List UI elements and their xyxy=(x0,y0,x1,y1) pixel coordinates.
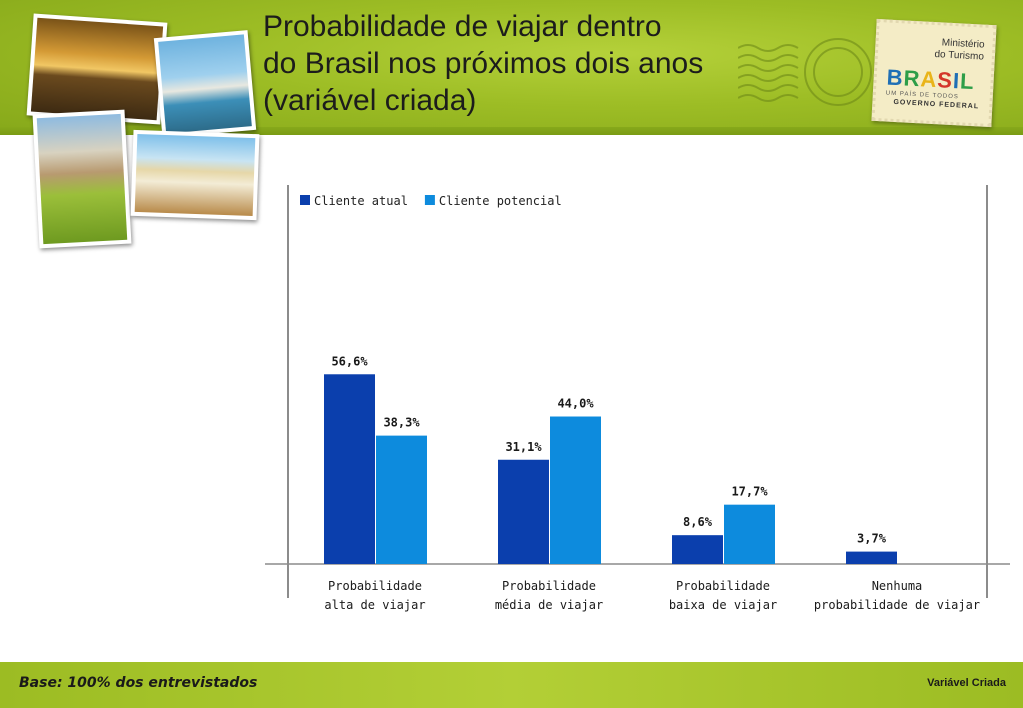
category-label: Probabilidade xyxy=(676,579,770,593)
category-label: Nenhuma xyxy=(872,579,923,593)
footer-bar: Base: 100% dos entrevistados Variável Cr… xyxy=(0,662,1023,708)
category-label: baixa de viajar xyxy=(669,598,777,612)
legend-label: Cliente potencial xyxy=(439,194,562,208)
data-label: 38,3% xyxy=(383,416,420,430)
legend-label: Cliente atual xyxy=(314,194,408,208)
legend-swatch xyxy=(300,195,310,205)
title-line: Probabilidade de viajar dentro xyxy=(263,10,662,43)
bar xyxy=(672,535,723,564)
postmark-icon xyxy=(738,38,872,106)
bar xyxy=(324,374,375,564)
data-label: 44,0% xyxy=(557,397,594,411)
base-note: Base: 100% dos entrevistados xyxy=(19,675,258,691)
title-line: do Brasil nos próximos dois anos xyxy=(263,47,704,80)
category-label: probabilidade de viajar xyxy=(814,598,980,612)
data-label: 17,7% xyxy=(731,485,768,499)
bar xyxy=(846,551,897,564)
page-title: Probabilidade de viajar dentro do Brasil… xyxy=(263,8,743,119)
legend-swatch xyxy=(424,195,435,205)
category-label: Probabilidade xyxy=(328,579,422,593)
bar xyxy=(550,416,601,564)
data-label: 8,6% xyxy=(683,515,713,529)
variable-note: Variável Criada xyxy=(927,677,1006,689)
data-label: 31,1% xyxy=(505,440,542,454)
data-label: 56,6% xyxy=(331,354,368,368)
bar xyxy=(498,459,549,564)
bar-chart: Cliente atual Cliente potencial 56,6% 38,3%… xyxy=(265,185,1010,612)
category-label: média de viajar xyxy=(495,598,603,612)
bar xyxy=(724,504,775,564)
category-label: Probabilidade xyxy=(502,579,596,593)
title-line: (variável criada) xyxy=(263,84,477,117)
category-label: alta de viajar xyxy=(324,598,425,612)
data-label: 3,7% xyxy=(857,532,887,546)
bar xyxy=(376,435,427,564)
